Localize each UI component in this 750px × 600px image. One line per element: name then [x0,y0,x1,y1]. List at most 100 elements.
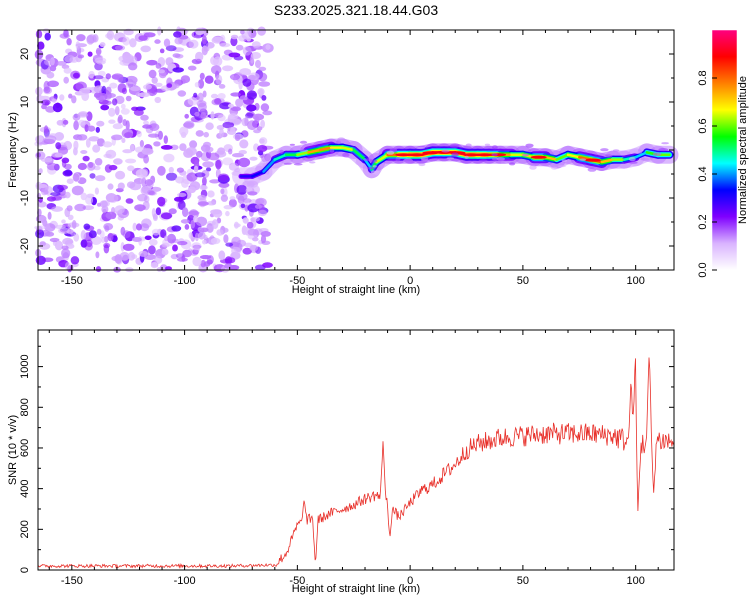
noise-blob [112,123,123,130]
ridge-halo [418,163,426,167]
ridge-halo [337,137,346,142]
noise-blob [72,173,80,182]
noise-blob [210,237,221,245]
x-tick-label: 100 [626,275,644,287]
noise-blob [82,155,90,162]
ridge-segment [555,153,570,161]
ridge-halo [451,152,459,157]
noise-blob [240,203,246,209]
noise-blob [105,73,112,80]
ridge-segment [341,146,355,152]
noise-blob [109,82,118,89]
noise-blob [64,207,71,218]
noise-blob [88,70,95,79]
ridge-halo [491,157,499,161]
ridge-segment [600,158,615,164]
noise-blob [122,149,133,154]
spectrogram-y-ticks: -20 -10 0 10 20 [19,29,674,271]
ridge-halo [446,157,455,160]
ridge-halo [496,157,505,161]
noise-blob [217,114,226,122]
noise-blob [105,149,117,159]
noise-blob [218,182,230,188]
colorbar-ticks: 0.0 0.2 0.4 0.6 0.8 [697,70,717,278]
noise-blob [247,191,258,196]
ridge-halo [372,165,377,168]
spectrogram-y-label: Frequency (Hz) [7,112,19,188]
noise-blob [194,232,199,242]
ridge-segment [544,155,558,161]
noise-blob [38,242,51,250]
noise-blob [94,57,107,64]
noise-blob [255,59,261,69]
noise-blob [129,181,142,191]
noise-blob [71,220,77,229]
noise-blob [114,254,123,264]
y-tick-label: 600 [19,439,31,457]
noise-blob [127,251,136,261]
noise-blob [56,119,64,126]
noise-blob [250,54,255,64]
ridge-segment [307,148,322,154]
noise-blob [117,114,123,124]
noise-blob [86,162,96,171]
noise-blob [61,248,71,259]
snr-x-label: Height of straight line (km) [292,583,420,595]
y-tick-label: -20 [19,238,31,254]
noise-blob [46,162,58,171]
noise-blob [226,257,236,264]
noise-blob [201,35,207,45]
noise-blob [49,237,60,243]
y-tick-label: 0 [19,147,31,153]
noise-blob [141,148,154,155]
noise-blob [105,211,117,220]
noise-blob [157,196,166,207]
noise-blob [223,234,229,244]
noise-blob [74,203,86,212]
noise-blob [228,113,239,120]
noise-blob [236,184,248,195]
ridge-segment [273,153,288,161]
noise-blob [222,65,234,72]
noise-blob [61,245,69,250]
noise-blob [184,224,190,230]
ridge-halo [628,157,636,162]
noise-blob [195,130,204,137]
noise-blob [195,58,202,64]
noise-blob [135,168,148,178]
ridge-halo [449,144,460,148]
noise-blob [99,42,106,48]
ridge-halo [404,159,413,163]
noise-blob [86,111,93,122]
noise-blob [148,245,156,255]
noise-blob [122,119,127,126]
noise-blob [155,82,163,87]
noise-blob [210,65,222,75]
noise-blob [177,192,187,197]
snr-y-ticks: 0 200 400 600 800 1000 [19,345,674,573]
noise-blob [107,232,114,242]
noise-blob [108,164,118,171]
noise-blob [72,113,81,121]
noise-blob [112,98,118,106]
noise-blob [203,47,210,52]
noise-blob [105,86,112,95]
x-tick-label: -50 [289,275,305,287]
ridge-peak [463,153,479,157]
y-tick-label: 200 [19,520,31,538]
noise-blob [157,26,162,36]
noise-blob [261,95,267,101]
noise-blob [64,169,72,176]
noise-blob [100,104,110,111]
noise-blob [197,79,205,89]
noise-blob [165,266,172,271]
noise-blob [143,32,156,38]
noise-blob [61,219,66,224]
noise-blob [125,95,132,102]
ridge-peak [395,153,412,157]
noise-blob [230,126,236,136]
noise-blob [50,192,61,197]
noise-blob [187,186,196,194]
noise-blob [180,219,190,224]
noise-blob [217,93,226,100]
